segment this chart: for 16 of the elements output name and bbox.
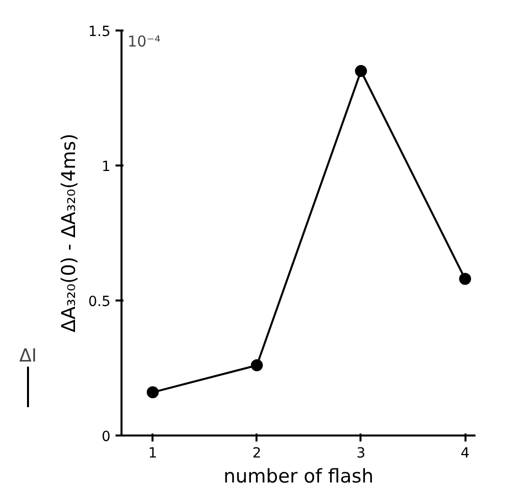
x-tick-label: 1 [148,446,158,462]
annotation: 10⁻⁴ [128,32,161,50]
x-tick-label: 4 [460,446,470,462]
y-tick-label: 1 [102,159,111,175]
point [250,359,263,372]
text: ΔI [19,346,37,367]
y-tick-label: 0 [102,429,111,445]
point [459,272,472,285]
y-axis-title: ΔA₃₂₀(0) - ΔA₃₂₀(4ms) [58,134,80,332]
x-tick-label: 2 [252,446,262,462]
point [146,386,159,398]
x-tick-label: 3 [356,446,366,462]
y-tick-label: 1.5 [88,24,110,40]
point [354,65,367,77]
y-tick-label: 0.5 [88,294,110,310]
x-axis-title: number of flash [223,466,374,488]
